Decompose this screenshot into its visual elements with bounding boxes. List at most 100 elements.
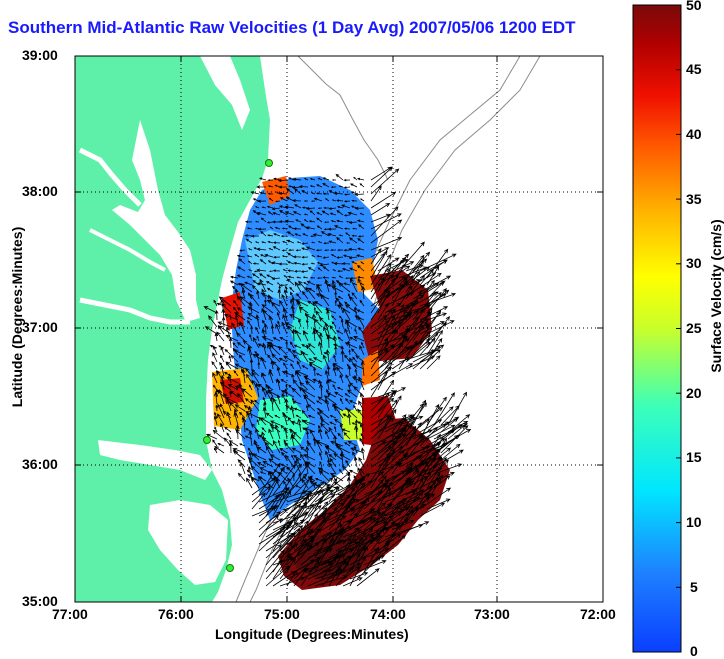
velocity-vector xyxy=(307,568,332,580)
velocity-vector xyxy=(212,345,218,356)
velocity-vector xyxy=(261,437,274,447)
velocity-vector xyxy=(246,469,253,475)
velocity-vector xyxy=(324,278,330,293)
velocity-vector xyxy=(426,406,454,433)
velocity-vector xyxy=(356,560,387,573)
velocity-vector xyxy=(333,425,337,433)
velocity-vector xyxy=(346,242,350,244)
velocity-vector xyxy=(295,370,302,384)
velocity-vector xyxy=(356,254,365,258)
velocity-vector xyxy=(268,197,274,202)
velocity-vector xyxy=(354,328,358,335)
velocity-vector xyxy=(294,329,302,342)
velocity-vector xyxy=(276,378,281,391)
velocity-vector xyxy=(419,337,436,356)
velocity-vector xyxy=(289,286,295,293)
velocity-vector xyxy=(272,440,281,454)
velocity-vector xyxy=(318,410,330,419)
velocity-vector xyxy=(447,424,466,440)
velocity-vector xyxy=(322,266,330,272)
velocity-vector xyxy=(356,264,365,272)
velocity-vector xyxy=(293,344,302,349)
velocity-vector xyxy=(259,273,267,279)
velocity-vector xyxy=(419,447,441,482)
x-tick-label: 77:00 xyxy=(52,606,88,622)
velocity-vector xyxy=(283,426,288,440)
velocity-vector xyxy=(273,177,281,181)
velocity-vector xyxy=(293,559,315,580)
y-tick-label: 35:00 xyxy=(22,593,58,609)
velocity-vector xyxy=(419,268,434,286)
velocity-vector xyxy=(251,273,260,279)
velocity-vector xyxy=(280,463,288,468)
velocity-vector xyxy=(247,320,253,328)
x-tick-label: 76:00 xyxy=(158,606,194,622)
velocity-vector xyxy=(229,390,239,398)
velocity-vector xyxy=(251,477,277,496)
velocity-vector xyxy=(303,330,309,342)
velocity-vector xyxy=(348,237,358,244)
velocity-vector xyxy=(293,520,309,545)
velocity-vector xyxy=(338,185,344,188)
velocity-vector xyxy=(377,391,396,419)
velocity-vector xyxy=(226,411,232,426)
velocity-vector xyxy=(275,323,281,335)
velocity-vector xyxy=(242,286,246,293)
velocity-vector xyxy=(348,400,358,405)
velocity-vector xyxy=(226,432,232,440)
velocity-vector xyxy=(300,350,309,363)
velocity-vector xyxy=(308,361,323,370)
velocity-vector xyxy=(355,355,365,363)
velocity-vector xyxy=(426,434,459,461)
velocity-vector xyxy=(228,336,233,349)
velocity-vector xyxy=(320,231,330,237)
velocity-vector xyxy=(433,463,463,475)
velocity-vector xyxy=(327,392,337,398)
velocity-vector xyxy=(336,387,344,391)
velocity-vector xyxy=(236,274,246,279)
velocity-vector xyxy=(419,275,452,293)
velocity-vector xyxy=(266,221,274,224)
velocity-vector xyxy=(405,435,425,461)
velocity-vector xyxy=(323,206,330,210)
velocity-vector xyxy=(203,306,218,314)
velocity-vector xyxy=(315,373,323,377)
velocity-vector xyxy=(284,285,288,293)
velocity-vector xyxy=(322,256,330,259)
velocity-vector xyxy=(293,475,312,510)
radar-stations xyxy=(203,159,273,572)
velocity-vector xyxy=(345,232,351,237)
velocity-vector xyxy=(344,342,358,349)
velocity-vector xyxy=(296,241,302,244)
velocity-vector xyxy=(214,332,218,342)
velocity-vector xyxy=(208,315,218,328)
velocity-vector xyxy=(256,185,266,189)
velocity-vector xyxy=(247,465,253,482)
velocity-vector xyxy=(405,341,431,363)
velocity-vector xyxy=(267,179,274,182)
velocity-vector xyxy=(278,192,288,196)
colorbar-tick-label: 35 xyxy=(686,191,702,207)
velocity-vector xyxy=(265,518,283,531)
x-tick-label: 74:00 xyxy=(370,606,406,622)
velocity-vector xyxy=(290,434,302,447)
velocity-vector xyxy=(229,401,239,412)
velocity-vector xyxy=(349,336,358,342)
velocity-vector xyxy=(377,274,399,300)
velocity-vector xyxy=(344,327,351,342)
velocity-vector xyxy=(297,418,302,433)
velocity-vector xyxy=(298,318,302,328)
velocity-vector xyxy=(359,282,365,286)
velocity-vector xyxy=(306,280,316,286)
velocity-vector xyxy=(247,405,253,419)
velocity-vector xyxy=(398,489,425,503)
velocity-vector xyxy=(213,299,218,307)
velocity-vector xyxy=(342,307,351,321)
velocity-vector xyxy=(237,472,246,482)
velocity-vector xyxy=(286,503,307,538)
velocity-vector xyxy=(370,247,382,265)
velocity-vector xyxy=(283,274,288,279)
velocity-vector xyxy=(377,344,396,363)
velocity-vector xyxy=(318,451,323,461)
velocity-vector xyxy=(330,248,337,252)
